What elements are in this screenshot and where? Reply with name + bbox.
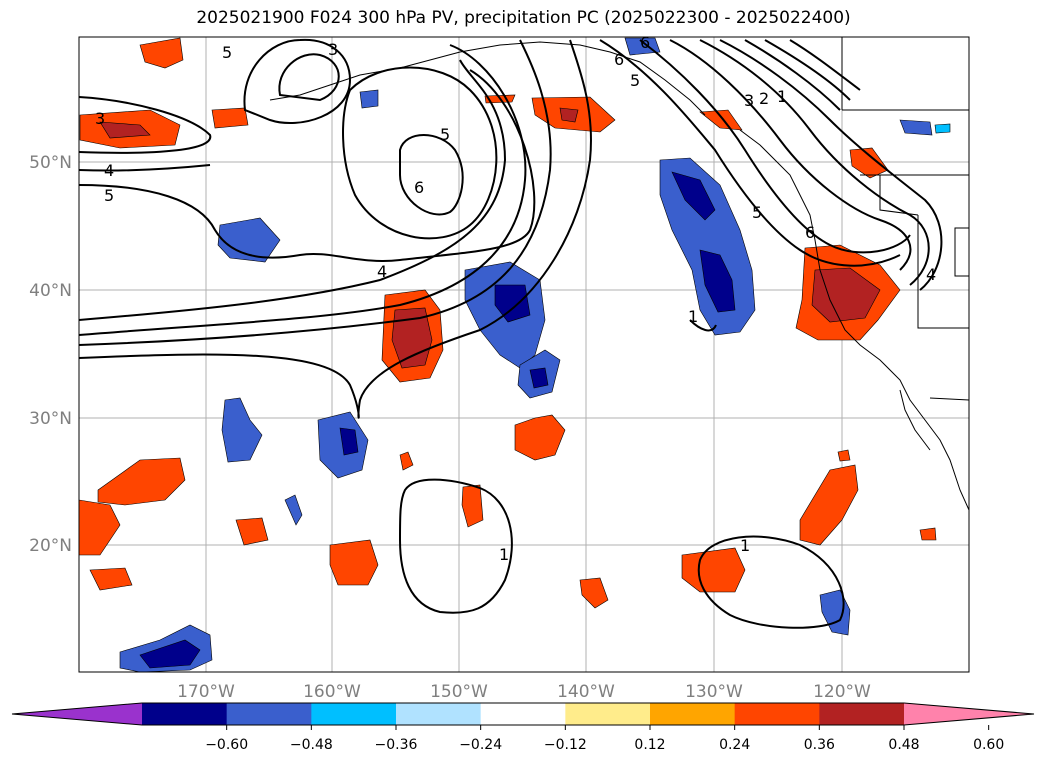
lon-label-140w: 140°W xyxy=(557,682,615,702)
colorbar-segment xyxy=(734,703,820,725)
lon-label-120w: 120°W xyxy=(813,682,871,702)
colorbar-segment xyxy=(650,703,736,725)
contour-label: 6 xyxy=(640,33,650,52)
lon-label-130w: 130°W xyxy=(685,682,743,702)
colorbar-extend-low xyxy=(12,703,142,725)
contour-label: 3 xyxy=(328,40,338,59)
contour-label: 5 xyxy=(440,125,450,144)
contour-label: 1 xyxy=(499,545,509,564)
pv-contours xyxy=(79,38,943,629)
colorbar-tick-label: 0.24 xyxy=(719,737,750,753)
lat-label-30n: 30°N xyxy=(29,409,72,429)
contour-labels: 3 4 5 3 5 6 5 6 4 6 5 3 2 1 5 6 1 1 1 4 xyxy=(95,33,936,564)
colorbar-segment xyxy=(226,703,312,725)
contour-label: 6 xyxy=(805,223,815,242)
lon-label-170w: 170°W xyxy=(177,682,235,702)
contour-label: 1 xyxy=(740,536,750,555)
contour-label: 4 xyxy=(926,265,936,284)
map-title: 2025021900 F024 300 hPa PV, precipitatio… xyxy=(196,8,851,28)
contour-label: 5 xyxy=(630,71,640,90)
contour-label: 1 xyxy=(688,307,698,326)
colorbar-extend-high xyxy=(904,703,1034,725)
contour-label: 3 xyxy=(744,91,754,110)
colorbar-segment xyxy=(480,703,566,725)
colorbar-tick-label: 0.60 xyxy=(973,737,1004,753)
contour-label: 6 xyxy=(614,50,624,69)
map-frame xyxy=(78,36,970,673)
lon-label-160w: 160°W xyxy=(303,682,361,702)
colorbar-tick-label: −0.48 xyxy=(290,737,333,753)
contour-label: 3 xyxy=(95,109,105,128)
colorbar-segment xyxy=(311,703,397,725)
lat-label-20n: 20°N xyxy=(29,536,72,556)
colorbar-tick-label: −0.24 xyxy=(459,737,502,753)
contour-label: 6 xyxy=(414,178,424,197)
colorbar-outline xyxy=(11,702,1035,726)
precip-positive-areas xyxy=(79,37,937,609)
colorbar-segment xyxy=(396,703,482,725)
coastlines xyxy=(269,37,969,511)
contour-label: 4 xyxy=(377,262,387,281)
colorbar-tick-label: 0.36 xyxy=(804,737,835,753)
contour-label: 5 xyxy=(752,203,762,222)
contour-label: 5 xyxy=(104,186,114,205)
colorbar-segment xyxy=(142,703,228,725)
lat-label-50n: 50°N xyxy=(29,153,72,173)
latitude-labels: 50°N 40°N 30°N 20°N xyxy=(29,153,72,556)
colorbar: −0.60 −0.48 −0.36 −0.24 −0.12 0.12 0.24 0.36 0.4… xyxy=(11,702,1035,753)
colorbar-tick-label: 0.12 xyxy=(634,737,665,753)
colorbar-tick-label: −0.12 xyxy=(544,737,587,753)
contour-label: 5 xyxy=(222,43,232,62)
colorbar-tick-label: −0.60 xyxy=(205,737,248,753)
colorbar-tick-label: −0.36 xyxy=(375,737,418,753)
lat-label-40n: 40°N xyxy=(29,281,72,301)
contour-label: 2 xyxy=(759,89,769,108)
colorbar-segment xyxy=(819,703,905,725)
contour-label: 1 xyxy=(777,87,787,106)
lon-label-150w: 150°W xyxy=(430,682,488,702)
colorbar-segment xyxy=(565,703,651,725)
colorbar-tick-label: 0.48 xyxy=(888,737,919,753)
contour-label: 4 xyxy=(104,161,114,180)
longitude-labels: 170°W 160°W 150°W 140°W 130°W 120°W xyxy=(177,682,871,702)
